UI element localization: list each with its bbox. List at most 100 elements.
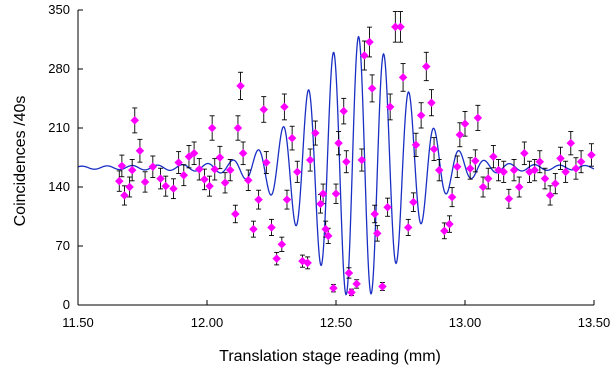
y-tick-label: 70: [56, 238, 70, 253]
data-point: [331, 189, 341, 198]
data-point: [357, 155, 367, 165]
data-point: [215, 153, 225, 162]
data-point: [416, 111, 426, 120]
data-point: [473, 113, 483, 123]
data-point: [339, 106, 348, 116]
data-point: [370, 209, 379, 219]
data-point: [130, 116, 140, 125]
data-point: [321, 224, 330, 234]
x-tick-labels: 11.50 12.00 12.50 13.00 13.50: [62, 315, 610, 330]
data-point: [140, 177, 150, 187]
data-point: [429, 144, 439, 154]
data-point: [373, 229, 382, 238]
data-point: [434, 165, 444, 175]
data-point: [365, 37, 374, 47]
data-point: [220, 178, 230, 188]
data-point: [200, 175, 209, 184]
data-point: [205, 181, 214, 191]
data-point: [120, 191, 129, 200]
data-point: [311, 128, 320, 138]
data-point: [520, 149, 529, 158]
y-tick-label: 140: [48, 179, 70, 194]
data-point: [540, 174, 550, 183]
y-tick-label: 0: [63, 297, 70, 312]
data-point: [367, 84, 377, 93]
data-point: [385, 102, 395, 112]
data-point: [478, 182, 488, 192]
fit-line: [77, 35, 595, 296]
data-point: [169, 184, 178, 193]
data-point: [293, 167, 302, 177]
x-tick-label: 13.50: [578, 315, 611, 330]
data-point: [184, 152, 194, 161]
data-point: [174, 158, 183, 167]
data-point: [509, 165, 519, 175]
data-point: [324, 231, 333, 241]
data-point: [489, 152, 498, 161]
data-point: [267, 223, 276, 232]
fit-line-layer: [77, 35, 595, 296]
y-tick-labels: 0 70 140 210 280 350: [48, 2, 70, 312]
data-point: [225, 165, 235, 175]
data-point: [272, 254, 281, 263]
data-point: [460, 119, 470, 129]
data-point: [287, 133, 297, 143]
data-point: [409, 197, 418, 207]
data-point-layer: [115, 22, 596, 297]
data-point: [244, 176, 253, 185]
data-point: [249, 224, 258, 234]
data-point: [195, 165, 204, 174]
data-point: [262, 158, 271, 167]
data-point: [396, 22, 405, 32]
data-point: [156, 174, 165, 183]
data-point: [465, 164, 475, 173]
data-point: [254, 195, 263, 204]
data-point: [117, 161, 127, 171]
axes: [77, 9, 595, 306]
data-point: [514, 182, 524, 192]
data-point: [483, 174, 493, 183]
data-point: [282, 195, 292, 204]
data-point: [504, 194, 514, 204]
data-point: [238, 149, 248, 158]
data-point: [455, 130, 465, 139]
data-point: [305, 155, 315, 165]
data-point: [440, 226, 449, 236]
data-point: [403, 223, 413, 232]
data-point: [352, 279, 361, 289]
x-tick-label: 12.50: [320, 315, 353, 330]
data-point: [411, 140, 421, 150]
data-point: [471, 156, 480, 166]
data-point: [545, 191, 555, 200]
data-point: [236, 81, 245, 91]
data-point: [115, 176, 124, 186]
data-point: [231, 209, 240, 219]
data-point: [587, 150, 596, 160]
data-point: [378, 282, 387, 291]
data-point: [329, 283, 338, 293]
x-tick-label: 11.50: [62, 315, 94, 330]
data-point: [233, 123, 243, 133]
data-point: [280, 102, 289, 112]
data-point: [318, 189, 328, 198]
data-point: [161, 181, 170, 191]
x-tick-label: 12.00: [191, 315, 224, 330]
data-point: [499, 167, 508, 177]
data-point: [445, 219, 454, 229]
data-point: [576, 157, 586, 166]
x-axis-title: Translation stage reading (mm): [219, 348, 441, 365]
data-point: [427, 98, 436, 107]
data-point: [453, 162, 462, 172]
data-point: [571, 164, 581, 173]
data-point: [360, 51, 369, 60]
data-point: [259, 105, 269, 114]
data-point: [391, 22, 400, 32]
data-point: [303, 258, 312, 268]
data-point: [334, 138, 343, 148]
data-point: [551, 179, 560, 188]
y-tick-label: 210: [48, 120, 70, 135]
data-point: [127, 165, 137, 175]
data-point: [447, 192, 457, 202]
data-point: [148, 162, 158, 172]
